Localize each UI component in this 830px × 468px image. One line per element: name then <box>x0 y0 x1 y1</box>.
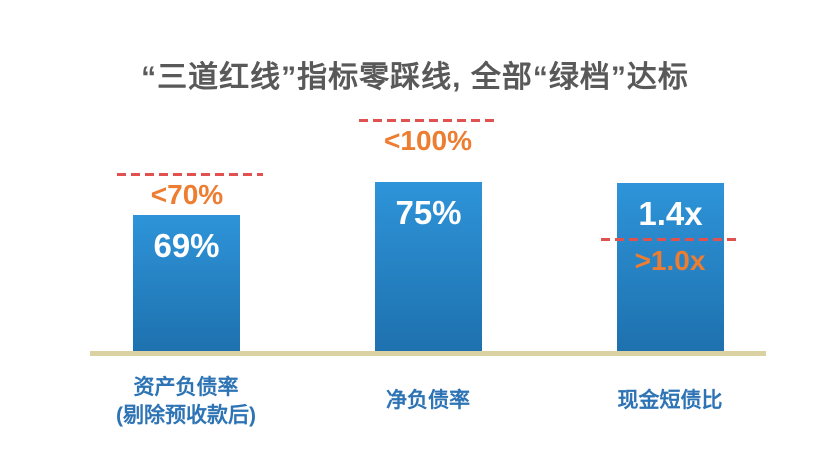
bar-value-label: 75% <box>395 194 462 231</box>
threshold-dashed-line-asset-liability <box>117 173 263 176</box>
bar-net-debt-ratio: 75% <box>375 182 482 351</box>
threshold-label-cash-short-debt: >1.0x <box>634 245 706 276</box>
chart-title: “三道红线”指标零踩线, 全部“绿档”达标 <box>141 61 689 94</box>
axis-baseline <box>90 351 766 356</box>
bar-value-label: 69% <box>153 227 220 264</box>
category-label-cash-short-debt: 现金短债比 <box>617 389 723 412</box>
bar-cash-short-debt-ratio: 1.4x <box>617 183 724 351</box>
category-label-net-debt: 净负债率 <box>386 389 470 412</box>
category-label-line2: (剔除预收款后) <box>116 404 256 428</box>
category-label-asset-liability: 资产负债率 (剔除预收款后) <box>86 374 286 431</box>
threshold-label-net-debt: <100% <box>384 125 472 156</box>
category-label-line1: 资产负债率 <box>133 376 239 399</box>
threshold-dashed-line-net-debt <box>359 119 499 122</box>
threshold-label-asset-liability: <70% <box>150 179 224 210</box>
bar-asset-liability-ratio: 69% <box>133 215 240 351</box>
threshold-dashed-line-cash-short-debt <box>601 238 741 241</box>
bar-value-label: 1.4x <box>638 195 703 232</box>
